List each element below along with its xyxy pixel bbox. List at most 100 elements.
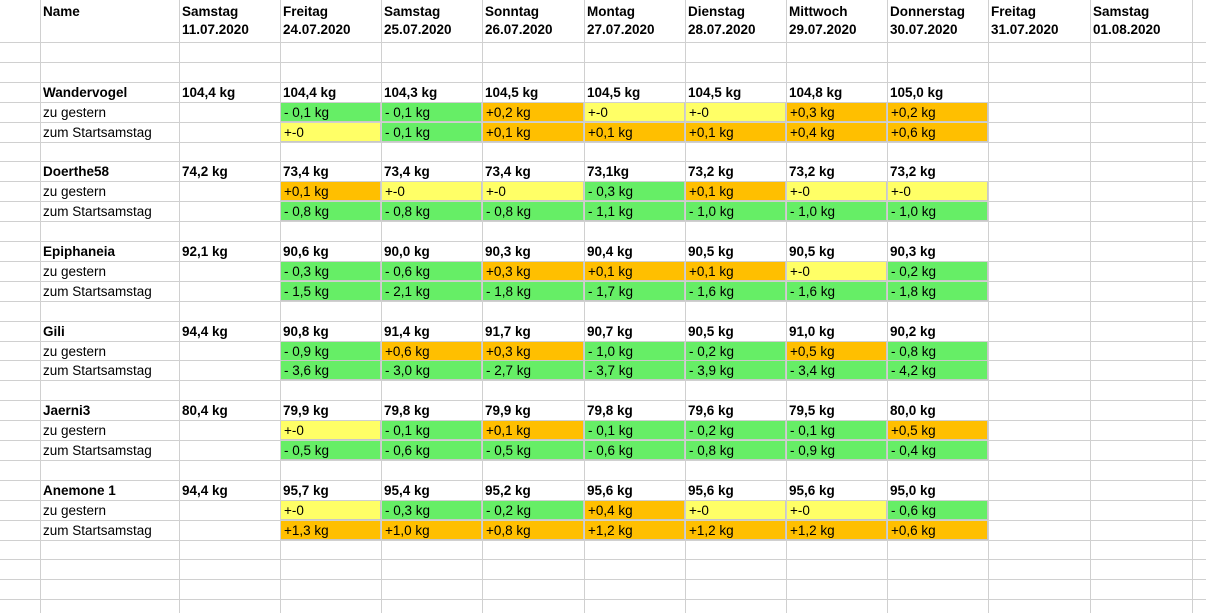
delta-cell[interactable]: +0,4 kg (787, 123, 887, 142)
weight-cell[interactable]: 95,6 kg (688, 483, 734, 498)
delta-cell[interactable] (1090, 282, 1192, 301)
delta-cell[interactable]: - 3,0 kg (382, 361, 482, 380)
delta-cell[interactable] (179, 123, 280, 142)
weight-cell[interactable]: 90,5 kg (789, 244, 835, 259)
weight-cell[interactable]: 90,2 kg (890, 324, 936, 339)
delta-cell[interactable]: +0,3 kg (483, 262, 584, 281)
weight-cell[interactable] (1090, 83, 1192, 102)
delta-cell[interactable] (179, 202, 280, 221)
weight-cell[interactable]: 90,5 kg (688, 244, 734, 259)
weight-cell[interactable]: 80,0 kg (890, 403, 936, 418)
delta-cell[interactable] (1090, 361, 1192, 380)
delta-cell[interactable] (988, 262, 1090, 281)
delta-cell[interactable]: - 0,2 kg (483, 501, 584, 520)
delta-cell[interactable]: - 0,3 kg (585, 182, 685, 201)
delta-cell[interactable]: - 0,1 kg (382, 123, 482, 142)
delta-cell[interactable] (1090, 441, 1192, 460)
delta-cell[interactable] (1090, 342, 1192, 361)
delta-cell[interactable] (1090, 262, 1192, 281)
delta-cell[interactable] (1090, 421, 1192, 440)
delta-cell[interactable]: +-0 (787, 182, 887, 201)
delta-cell[interactable]: - 3,4 kg (787, 361, 887, 380)
weight-cell[interactable]: 90,6 kg (283, 244, 329, 259)
weight-cell[interactable]: 90,8 kg (283, 324, 329, 339)
weight-cell[interactable]: 95,2 kg (485, 483, 531, 498)
header-day-cell[interactable]: Donnerstag 30.07.2020 (887, 3, 988, 41)
delta-cell[interactable]: - 0,6 kg (382, 441, 482, 460)
weight-cell[interactable]: 73,2 kg (688, 164, 734, 179)
delta-cell[interactable]: - 0,3 kg (382, 501, 482, 520)
delta-cell[interactable]: - 1,8 kg (888, 282, 988, 301)
delta-cell[interactable]: - 0,1 kg (382, 421, 482, 440)
delta-cell[interactable] (179, 182, 280, 201)
row-label-cell[interactable]: zum Startsamstag (43, 204, 152, 219)
delta-cell[interactable]: - 3,9 kg (686, 361, 786, 380)
header-name[interactable]: Name (40, 3, 179, 41)
delta-cell[interactable] (988, 421, 1090, 440)
row-label-cell[interactable]: zu gestern (43, 423, 107, 438)
delta-cell[interactable]: +0,1 kg (686, 182, 786, 201)
header-day-cell[interactable]: Sonntag 26.07.2020 (482, 3, 584, 41)
delta-cell[interactable] (179, 421, 280, 440)
weight-cell[interactable]: 91,4 kg (384, 324, 430, 339)
weight-cell[interactable]: 95,4 kg (384, 483, 430, 498)
row-label-cell[interactable]: zum Startsamstag (43, 363, 152, 378)
delta-cell[interactable] (1090, 103, 1192, 122)
delta-cell[interactable]: - 0,9 kg (787, 441, 887, 460)
weight-cell[interactable]: 90,3 kg (890, 244, 936, 259)
delta-cell[interactable] (988, 202, 1090, 221)
delta-cell[interactable]: +0,6 kg (888, 521, 988, 540)
delta-cell[interactable] (988, 501, 1090, 520)
delta-cell[interactable] (179, 361, 280, 380)
delta-cell[interactable] (179, 521, 280, 540)
row-label-cell[interactable]: zum Startsamstag (43, 125, 152, 140)
weight-cell[interactable] (988, 242, 1090, 261)
weight-cell[interactable]: 104,4 kg (283, 85, 337, 100)
delta-cell[interactable]: - 4,2 kg (888, 361, 988, 380)
weight-cell[interactable] (988, 401, 1090, 420)
delta-cell[interactable]: - 0,2 kg (686, 421, 786, 440)
participant-name-cell[interactable]: Doerthe58 (43, 164, 110, 179)
weight-cell[interactable]: 80,4 kg (182, 403, 228, 418)
delta-cell[interactable]: +0,5 kg (787, 342, 887, 361)
delta-cell[interactable]: +-0 (686, 103, 786, 122)
delta-cell[interactable] (1090, 521, 1192, 540)
delta-cell[interactable]: +-0 (686, 501, 786, 520)
delta-cell[interactable]: - 0,1 kg (787, 421, 887, 440)
delta-cell[interactable]: - 0,8 kg (281, 202, 381, 221)
weight-cell[interactable]: 104,5 kg (485, 85, 539, 100)
row-label-cell[interactable]: zu gestern (43, 503, 107, 518)
delta-cell[interactable]: - 0,9 kg (281, 342, 381, 361)
delta-cell[interactable]: +-0 (787, 262, 887, 281)
weight-cell[interactable]: 79,6 kg (688, 403, 734, 418)
delta-cell[interactable]: +1,2 kg (787, 521, 887, 540)
weight-cell[interactable] (988, 322, 1090, 341)
row-label-cell[interactable]: zu gestern (43, 264, 107, 279)
delta-cell[interactable]: +0,1 kg (686, 123, 786, 142)
delta-cell[interactable]: - 0,5 kg (483, 441, 584, 460)
delta-cell[interactable]: - 0,6 kg (585, 441, 685, 460)
delta-cell[interactable]: - 0,4 kg (888, 441, 988, 460)
header-day-cell[interactable]: Freitag 24.07.2020 (280, 3, 381, 41)
delta-cell[interactable]: - 0,8 kg (382, 202, 482, 221)
delta-cell[interactable]: +0,2 kg (888, 103, 988, 122)
delta-cell[interactable]: +0,2 kg (483, 103, 584, 122)
delta-cell[interactable]: - 0,8 kg (483, 202, 584, 221)
weight-cell[interactable]: 105,0 kg (890, 85, 944, 100)
delta-cell[interactable]: - 0,2 kg (686, 342, 786, 361)
delta-cell[interactable] (179, 262, 280, 281)
header-day-cell[interactable]: Dienstag 28.07.2020 (685, 3, 786, 41)
weight-cell[interactable] (1090, 401, 1192, 420)
weight-cell[interactable]: 104,3 kg (384, 85, 438, 100)
row-label-cell[interactable]: zu gestern (43, 344, 107, 359)
weight-cell[interactable]: 79,8 kg (587, 403, 633, 418)
participant-name-cell[interactable]: Epiphaneia (43, 244, 116, 259)
weight-cell[interactable]: 95,7 kg (283, 483, 329, 498)
delta-cell[interactable]: - 0,8 kg (888, 342, 988, 361)
weight-cell[interactable]: 79,9 kg (485, 403, 531, 418)
delta-cell[interactable]: +1,3 kg (281, 521, 381, 540)
delta-cell[interactable]: +1,0 kg (382, 521, 482, 540)
weight-cell[interactable]: 90,0 kg (384, 244, 430, 259)
delta-cell[interactable] (1090, 123, 1192, 142)
weight-cell[interactable] (988, 481, 1090, 500)
